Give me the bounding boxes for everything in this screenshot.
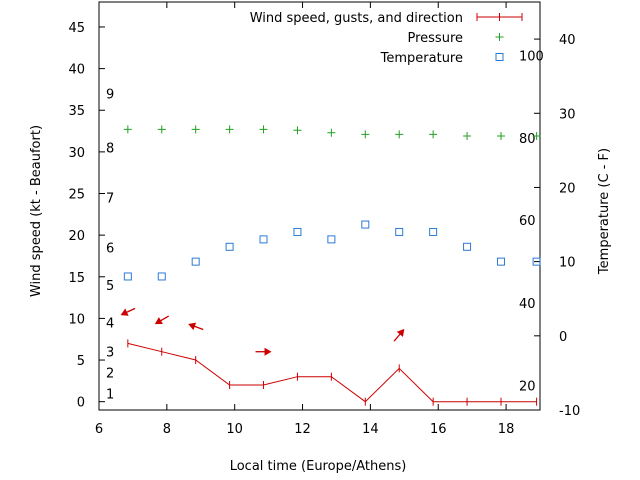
y-left-tick-label: 40 [68, 63, 85, 78]
y-left-tick-label: 35 [68, 104, 85, 119]
fahrenheit-label: 40 [519, 297, 536, 312]
temperature-point [361, 220, 370, 229]
wind-direction-arrow [393, 328, 405, 342]
wind-arrow-head [120, 308, 129, 316]
beaufort-label: 5 [106, 279, 114, 294]
x-tick-label: 10 [226, 422, 243, 437]
beaufort-label: 6 [106, 242, 114, 257]
temperature-point [157, 272, 166, 281]
legend-label: Temperature [380, 51, 463, 66]
series-layer [120, 125, 541, 406]
y-left-tick-label: 30 [68, 146, 85, 161]
y-right-tick-label: 20 [559, 181, 576, 196]
legend-label: Pressure [407, 31, 463, 46]
beaufort-label: 2 [106, 367, 114, 382]
pressure-point [496, 132, 505, 141]
y-left-tick-label: 5 [77, 354, 85, 369]
x-tick-label: 18 [498, 422, 515, 437]
temperature-point [532, 257, 541, 266]
beaufort-label: 8 [106, 142, 114, 157]
beaufort-label: 7 [106, 192, 114, 207]
wind-direction-arrow [255, 347, 272, 356]
y-right-tick-label: -10 [559, 404, 580, 419]
wind-arrow-head [264, 347, 272, 356]
legend-label: Wind speed, gusts, and direction [250, 11, 463, 26]
y-axis-right-label: Temperature (C - F) [597, 148, 612, 275]
temperature-point [191, 257, 200, 266]
y-right-tick-label: 30 [559, 107, 576, 122]
x-tick-label: 12 [294, 422, 311, 437]
x-tick-label: 8 [163, 422, 171, 437]
y-left-tick-label: 10 [68, 312, 85, 327]
fahrenheit-label: 100 [519, 49, 544, 64]
y-right-tick-label: 10 [559, 256, 576, 271]
pressure-point [191, 125, 200, 134]
temperature-point [429, 227, 438, 236]
temperature-point [496, 257, 505, 266]
pressure-point [293, 126, 302, 135]
y-left-tick-label: 45 [68, 21, 85, 36]
plot-frame [98, 1, 541, 411]
temperature-point [293, 227, 302, 236]
beaufort-label: 9 [106, 88, 114, 103]
pressure-point [395, 130, 404, 139]
temperature-point [259, 235, 268, 244]
legend: Wind speed, gusts, and direction Pressure… [250, 11, 523, 66]
pressure-point [327, 128, 336, 137]
x-tick-label: 6 [95, 422, 103, 437]
x-tick-label: 16 [430, 422, 447, 437]
fahrenheit-label: 80 [519, 132, 536, 147]
axes-layer: 6 8 10 12 14 16 18051015202530354045-100102030… [68, 1, 580, 437]
temperature-point [395, 227, 404, 236]
temperature-point [327, 235, 336, 244]
temperature-point [123, 272, 132, 281]
fahrenheit-label: 20 [519, 380, 536, 395]
pressure-point [157, 125, 166, 134]
y-left-tick-label: 15 [68, 271, 85, 286]
wind-direction-arrow [154, 315, 170, 325]
pressure-point [361, 130, 370, 139]
wind-arrow-head [396, 328, 405, 337]
pressure-point [259, 125, 268, 134]
y-right-tick-label: 40 [559, 33, 576, 48]
y-left-tick-label: 0 [77, 396, 85, 411]
beaufort-label: 4 [106, 317, 114, 332]
pressure-point [429, 130, 438, 139]
temperature-point [225, 242, 234, 251]
pressure-point [532, 132, 541, 141]
y-axis-left-label: Wind speed (kt - Beaufort) [29, 125, 44, 297]
legend-temperature-marker [495, 53, 504, 61]
legend-pressure-marker [495, 33, 504, 41]
pressure-point [463, 132, 472, 141]
beaufort-label: 1 [106, 387, 114, 402]
y-right-tick-label: 0 [559, 330, 567, 345]
wind-arrow-head [154, 317, 163, 325]
y-left-tick-label: 25 [68, 188, 85, 203]
pressure-point [123, 125, 132, 134]
y-left-tick-label: 20 [68, 229, 85, 244]
pressure-point [225, 125, 234, 134]
beaufort-label: 3 [106, 346, 114, 361]
temperature-point [463, 242, 472, 251]
wind-arrow-head [188, 322, 197, 331]
wind-direction-arrow [120, 307, 136, 316]
x-axis-label: Local time (Europe/Athens) [230, 459, 407, 474]
x-tick-label: 14 [362, 422, 379, 437]
fahrenheit-label: 60 [519, 214, 536, 229]
wind-direction-arrow [188, 322, 204, 331]
